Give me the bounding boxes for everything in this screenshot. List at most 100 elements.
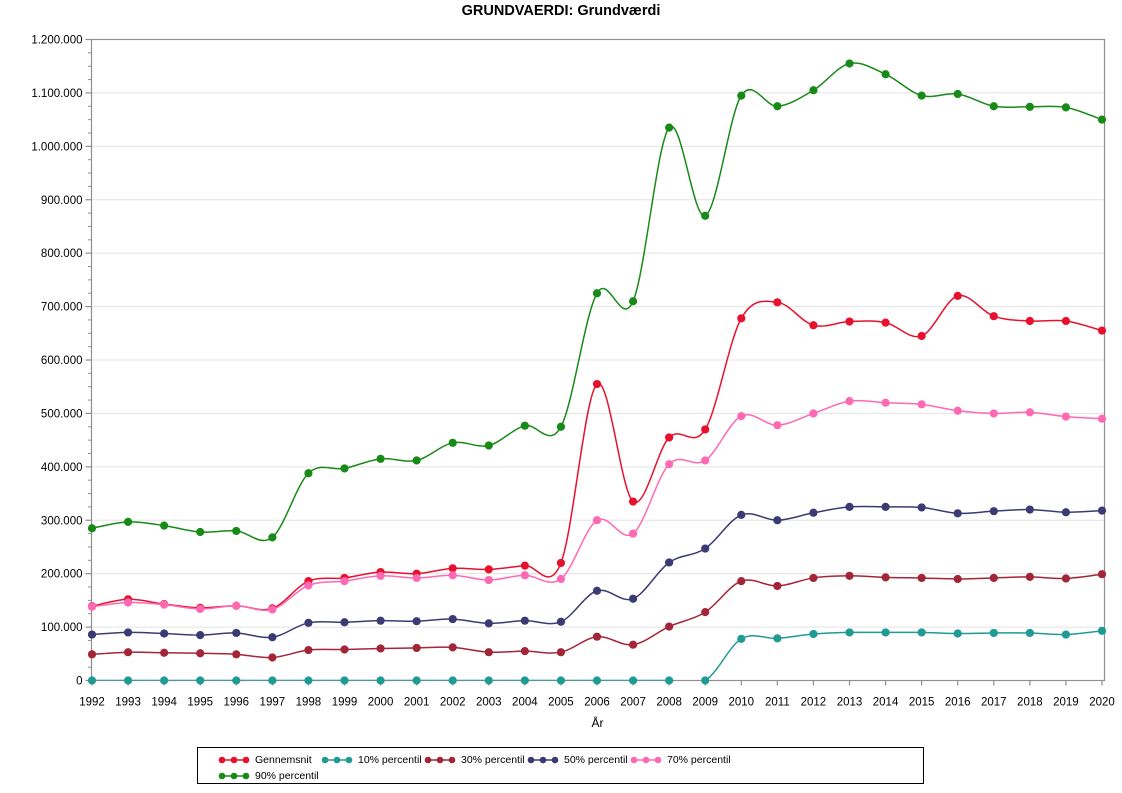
data-point [412, 617, 421, 626]
data-point [448, 614, 457, 624]
y-tick-label: 0 [76, 676, 82, 688]
data-point [701, 211, 710, 220]
data-point [989, 312, 998, 321]
legend-label: 50% percentil [564, 753, 628, 766]
data-point [123, 517, 133, 526]
data-point [196, 676, 205, 685]
data-point [845, 397, 854, 406]
data-point [989, 628, 998, 638]
data-point [448, 438, 457, 447]
data-point [665, 460, 674, 469]
data-point [989, 102, 998, 111]
y-tick-label: 500.000 [41, 408, 83, 420]
data-point [87, 524, 97, 533]
y-tick-label: 400.000 [41, 462, 83, 474]
data-point [1061, 630, 1071, 639]
data-point [520, 561, 529, 570]
data-point [773, 634, 782, 643]
data-point [592, 516, 602, 525]
data-point [1025, 408, 1034, 417]
data-point [1097, 570, 1107, 579]
x-tick-label: 2013 [837, 697, 863, 709]
data-point [1097, 626, 1107, 635]
data-point [556, 648, 566, 657]
series-10-percentil [87, 626, 1107, 685]
data-point [196, 604, 205, 614]
data-point [448, 676, 457, 685]
legend-grid: Gennemsnit 10% percentil 30% percentil 50% … [198, 748, 923, 783]
series-line-10-percentil [92, 630, 1103, 681]
data-point [701, 544, 710, 553]
data-point [412, 456, 421, 465]
data-point [196, 630, 205, 640]
gridlines [91, 92, 1105, 628]
legend-label: 90% percentil [255, 769, 319, 782]
x-tick-label: 2014 [873, 697, 899, 709]
data-point [881, 502, 890, 511]
data-point [484, 676, 493, 685]
data-point [376, 644, 385, 653]
data-point [809, 86, 818, 95]
data-point [123, 676, 133, 685]
data-point [592, 586, 602, 595]
data-point [737, 91, 746, 100]
data-point [1061, 103, 1071, 112]
data-point [87, 676, 97, 685]
data-point [737, 510, 746, 520]
legend-label: 30% percentil [461, 753, 525, 766]
data-point [556, 574, 566, 584]
x-tick-label: 2008 [656, 697, 682, 709]
x-tick-label: 2005 [548, 697, 574, 709]
x-tick-label: 1996 [223, 697, 249, 709]
x-tick-label: 1992 [79, 697, 105, 709]
legend-item-70-percentil: 70% percentil [629, 752, 732, 767]
legend-marker-icon [630, 756, 662, 763]
legend-marker-icon [527, 756, 559, 763]
data-point [268, 676, 277, 685]
data-point [917, 573, 926, 583]
data-point [304, 618, 313, 627]
data-point [845, 628, 854, 637]
data-point [376, 616, 385, 625]
data-point [737, 634, 746, 643]
data-point [989, 573, 998, 583]
data-point [665, 123, 674, 132]
series-50-percentil [87, 502, 1107, 642]
x-tick-label: 2000 [368, 697, 394, 709]
y-tick-label: 900.000 [41, 195, 83, 207]
data-point [340, 577, 349, 586]
data-point [592, 676, 602, 685]
data-point [196, 649, 205, 658]
data-point [881, 70, 890, 79]
x-axis-label: År [591, 716, 604, 730]
data-point [592, 289, 602, 298]
series-gennemsnit [87, 291, 1107, 613]
x-tick-label: 1999 [332, 697, 358, 709]
data-point [917, 331, 926, 341]
data-point [1025, 505, 1034, 514]
data-point [484, 575, 493, 585]
data-point [845, 571, 854, 580]
legend-label: 10% percentil [358, 753, 422, 766]
data-point [340, 464, 349, 473]
x-tick-label: 2009 [692, 697, 718, 709]
x-tick-label: 2002 [440, 697, 466, 709]
data-point [160, 600, 169, 609]
data-point [628, 297, 638, 306]
data-point [1025, 572, 1034, 581]
legend-marker-icon [218, 772, 250, 779]
data-point [448, 564, 457, 573]
y-tick-label: 800.000 [41, 248, 83, 260]
data-point [484, 648, 493, 657]
data-point [809, 508, 818, 517]
data-point [737, 577, 746, 586]
data-point [773, 102, 782, 111]
data-point [989, 409, 998, 418]
y-tick-label: 1.200.000 [31, 35, 82, 47]
data-point [737, 411, 746, 421]
data-point [196, 527, 205, 537]
y-axis: 0 100.000 200.000 300.000 400.000 500.000 600.… [31, 35, 92, 688]
data-point [881, 628, 890, 637]
data-point [989, 507, 998, 516]
